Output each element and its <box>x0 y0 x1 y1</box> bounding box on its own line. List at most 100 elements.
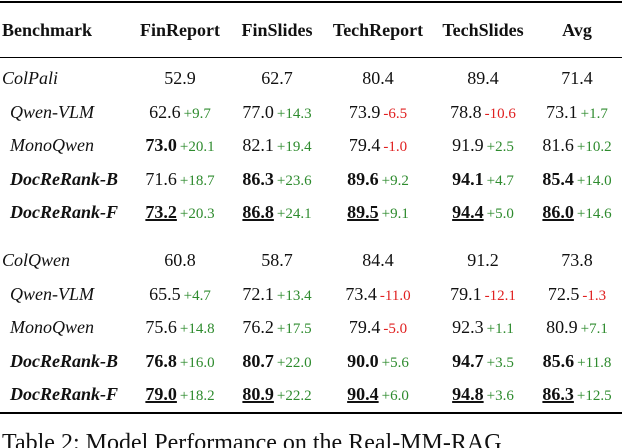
score-cell: 94.4 +5.0 <box>452 201 514 225</box>
header-cell: Benchmark <box>2 20 92 40</box>
score: 77.0 <box>242 101 274 122</box>
delta: +18.2 <box>179 388 215 404</box>
delta: +5.6 <box>381 354 409 371</box>
delta: +24.1 <box>276 206 312 222</box>
delta: +20.1 <box>179 139 215 155</box>
score: 86.8 <box>242 202 274 222</box>
score: 73.9 <box>348 101 381 122</box>
row-name: DocReRank-B <box>10 350 118 371</box>
bottom-rule <box>0 412 622 414</box>
delta: +13.4 <box>276 287 312 304</box>
score-cell: 58.7 <box>261 249 293 271</box>
score-cell: 85.6 +11.8 <box>543 350 612 374</box>
score-cell: 89.4 <box>467 67 499 89</box>
score-cell: 73.2 +20.3 <box>145 201 214 225</box>
score: 58.7 <box>261 250 293 270</box>
score: 72.5 <box>547 283 580 304</box>
score: 62.7 <box>261 68 293 88</box>
score-cell: 78.8 -10.6 <box>450 101 516 125</box>
delta: -5.0 <box>383 321 408 337</box>
score: 73.8 <box>561 250 593 270</box>
delta: +20.3 <box>179 206 215 222</box>
delta: -11.0 <box>379 287 411 304</box>
score: 73.4 <box>345 283 377 304</box>
score: 80.9 <box>546 317 578 337</box>
score: 90.4 <box>347 384 379 404</box>
delta: +18.7 <box>179 172 215 189</box>
score-cell: 86.3 +23.6 <box>242 168 311 192</box>
score-cell: 80.4 <box>362 67 394 89</box>
delta: +5.0 <box>486 206 514 222</box>
score-cell: 82.1 +19.4 <box>242 134 311 158</box>
delta: +1.7 <box>580 105 608 122</box>
score-cell: 80.7 +22.0 <box>242 350 311 374</box>
score: 92.3 <box>452 317 484 337</box>
row-name: Qwen-VLM <box>10 101 94 122</box>
delta: +3.5 <box>486 354 514 371</box>
score: 94.8 <box>452 384 484 404</box>
delta: +4.7 <box>183 287 211 304</box>
header-cell: TechSlides <box>442 20 524 40</box>
delta: -1.0 <box>383 139 408 155</box>
score: 86.0 <box>542 202 574 222</box>
score-cell: 86.8 +24.1 <box>242 201 311 225</box>
row-name: ColQwen <box>2 250 71 270</box>
score: 82.1 <box>242 135 274 155</box>
score: 91.9 <box>452 135 484 155</box>
score-cell: 94.1 +4.7 <box>452 168 514 192</box>
score: 76.2 <box>242 317 274 337</box>
score: 80.4 <box>362 68 394 88</box>
score: 85.6 <box>542 350 575 371</box>
score-cell: 62.6 +9.7 <box>149 101 211 125</box>
delta: +9.2 <box>381 172 409 189</box>
score-cell: 90.4 +6.0 <box>347 383 409 407</box>
score: 84.4 <box>362 250 394 270</box>
delta: +14.8 <box>179 321 215 337</box>
score-cell: 80.9 +7.1 <box>546 316 608 340</box>
score-cell: 77.0 +14.3 <box>242 101 311 125</box>
row-name: DocReRank-F <box>10 202 118 222</box>
delta: +7.1 <box>580 321 608 337</box>
header-cell: TechReport <box>332 20 424 40</box>
score-cell: 75.6 +14.8 <box>145 316 214 340</box>
delta: +16.0 <box>179 354 215 371</box>
score: 80.9 <box>242 384 274 404</box>
score-cell: 85.4 +14.0 <box>542 168 611 192</box>
row-name: Qwen-VLM <box>10 283 94 304</box>
score: 76.8 <box>145 350 177 371</box>
score: 65.5 <box>149 283 181 304</box>
delta: +2.5 <box>486 139 514 155</box>
score: 79.1 <box>450 283 482 304</box>
score: 80.7 <box>242 350 274 371</box>
score-cell: 89.6 +9.2 <box>347 168 409 192</box>
delta: +22.0 <box>276 354 312 371</box>
score-cell: 62.7 <box>261 67 293 89</box>
score-cell: 79.4 -1.0 <box>349 134 407 158</box>
score: 73.0 <box>145 135 177 155</box>
score-cell: 86.0 +14.6 <box>542 201 611 225</box>
score-cell: 79.4 -5.0 <box>349 316 407 340</box>
score-cell: 71.6 +18.7 <box>145 168 214 192</box>
delta: +14.0 <box>576 172 612 189</box>
score: 75.6 <box>145 317 177 337</box>
delta: +14.3 <box>276 105 312 122</box>
score: 73.1 <box>546 101 578 122</box>
delta: +23.6 <box>276 172 312 189</box>
score-cell: 73.4 -11.0 <box>345 283 410 307</box>
score-cell: 79.1 -12.1 <box>450 283 516 307</box>
row-name: MonoQwen <box>10 135 94 155</box>
score-cell: 73.0 +20.1 <box>145 134 214 158</box>
delta: +6.0 <box>381 388 409 404</box>
score-cell: 76.8 +16.0 <box>145 350 214 374</box>
header-cell: FinReport <box>140 20 220 40</box>
score-cell: 84.4 <box>362 249 394 271</box>
delta: +4.7 <box>486 172 514 189</box>
score: 85.4 <box>542 168 574 189</box>
score-cell: 89.5 +9.1 <box>347 201 409 225</box>
row-name: MonoQwen <box>10 317 94 337</box>
score: 79.0 <box>145 384 177 404</box>
score-cell: 72.1 +13.4 <box>242 283 311 307</box>
row-name: DocReRank-B <box>10 168 118 189</box>
delta: +22.2 <box>276 388 312 404</box>
